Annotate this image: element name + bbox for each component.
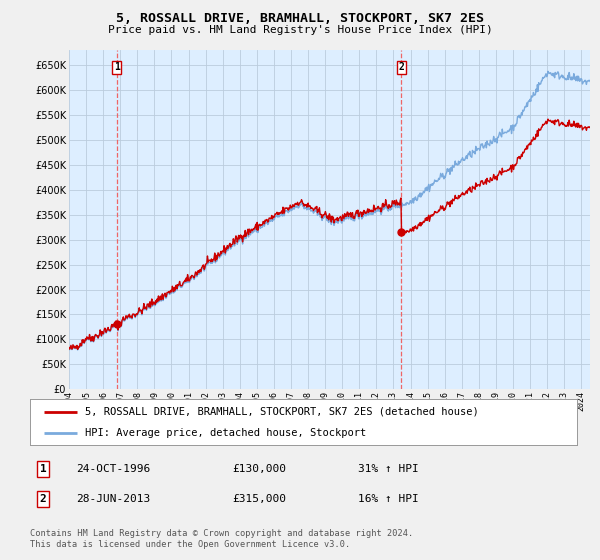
Text: 2: 2 bbox=[40, 494, 47, 504]
Text: 5, ROSSALL DRIVE, BRAMHALL, STOCKPORT, SK7 2ES (detached house): 5, ROSSALL DRIVE, BRAMHALL, STOCKPORT, S… bbox=[85, 407, 478, 417]
Text: £315,000: £315,000 bbox=[232, 494, 286, 504]
Text: HPI: Average price, detached house, Stockport: HPI: Average price, detached house, Stoc… bbox=[85, 428, 366, 438]
Text: 5, ROSSALL DRIVE, BRAMHALL, STOCKPORT, SK7 2ES: 5, ROSSALL DRIVE, BRAMHALL, STOCKPORT, S… bbox=[116, 12, 484, 25]
Text: 28-JUN-2013: 28-JUN-2013 bbox=[77, 494, 151, 504]
Text: Price paid vs. HM Land Registry's House Price Index (HPI): Price paid vs. HM Land Registry's House … bbox=[107, 25, 493, 35]
Text: 31% ↑ HPI: 31% ↑ HPI bbox=[358, 464, 419, 474]
Text: £130,000: £130,000 bbox=[232, 464, 286, 474]
Text: 1: 1 bbox=[40, 464, 47, 474]
Text: 2: 2 bbox=[398, 62, 404, 72]
Text: Contains HM Land Registry data © Crown copyright and database right 2024.
This d: Contains HM Land Registry data © Crown c… bbox=[30, 529, 413, 549]
Text: 16% ↑ HPI: 16% ↑ HPI bbox=[358, 494, 419, 504]
Text: 1: 1 bbox=[114, 62, 119, 72]
Text: 24-OCT-1996: 24-OCT-1996 bbox=[77, 464, 151, 474]
